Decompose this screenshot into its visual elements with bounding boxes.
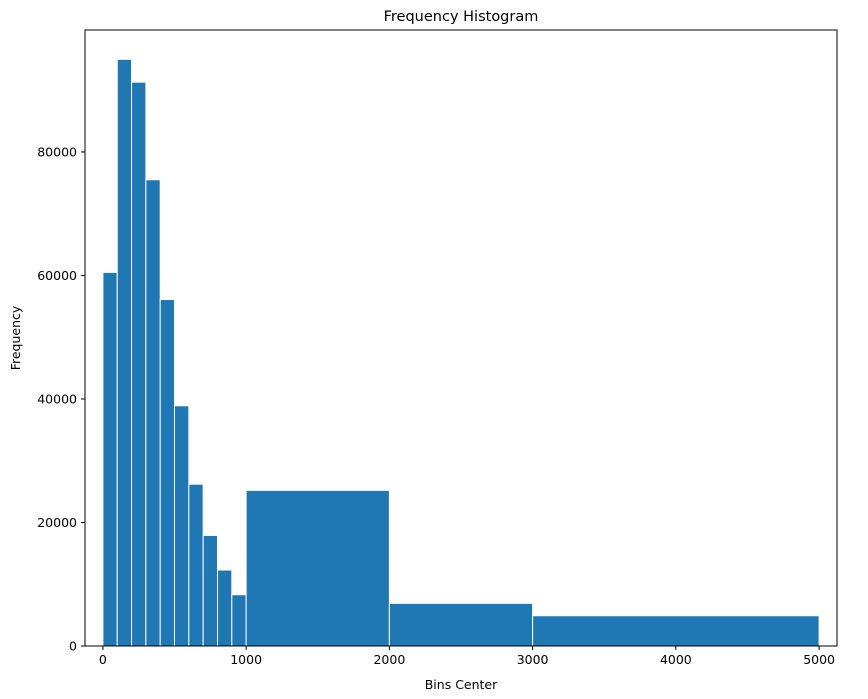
x-tick-label-3: 3000 xyxy=(517,652,549,667)
histogram-bar-1 xyxy=(116,58,133,647)
x-tick-label-4: 4000 xyxy=(660,652,692,667)
histogram-bar-10 xyxy=(245,489,390,647)
plot-frame xyxy=(84,29,838,647)
chart-title: Frequency Histogram xyxy=(384,9,539,25)
histogram-bar-0 xyxy=(102,271,118,647)
y-tick-label-2: 40000 xyxy=(37,391,77,406)
x-axis-label: Bins Center xyxy=(425,677,498,692)
histogram-bar-3 xyxy=(145,179,161,647)
histogram-bar-2 xyxy=(131,81,147,647)
histogram-bar-7 xyxy=(202,534,218,647)
histogram-bar-8 xyxy=(216,569,233,647)
bars-group xyxy=(102,58,820,647)
x-tick-label-0: 0 xyxy=(99,652,107,667)
y-axis-label: Frequency xyxy=(8,305,23,370)
histogram-bar-5 xyxy=(174,405,190,647)
histogram-bar-12 xyxy=(532,615,820,647)
histogram-bar-6 xyxy=(188,483,204,647)
y-tick-label-0: 0 xyxy=(69,639,77,654)
histogram-bar-4 xyxy=(159,299,176,647)
histogram-bar-9 xyxy=(231,594,247,647)
x-tick-label-5: 5000 xyxy=(803,652,835,667)
y-ticks-group: 0 20000 40000 60000 80000 xyxy=(37,144,85,654)
y-tick-label-4: 80000 xyxy=(37,144,77,159)
y-tick-label-3: 60000 xyxy=(37,268,77,283)
y-tick-label-1: 20000 xyxy=(37,515,77,530)
x-tick-label-2: 2000 xyxy=(373,652,405,667)
histogram-bar-11 xyxy=(388,602,534,647)
x-ticks-group: 0 1000 2000 3000 4000 5000 xyxy=(99,646,835,667)
x-tick-label-1: 1000 xyxy=(230,652,262,667)
